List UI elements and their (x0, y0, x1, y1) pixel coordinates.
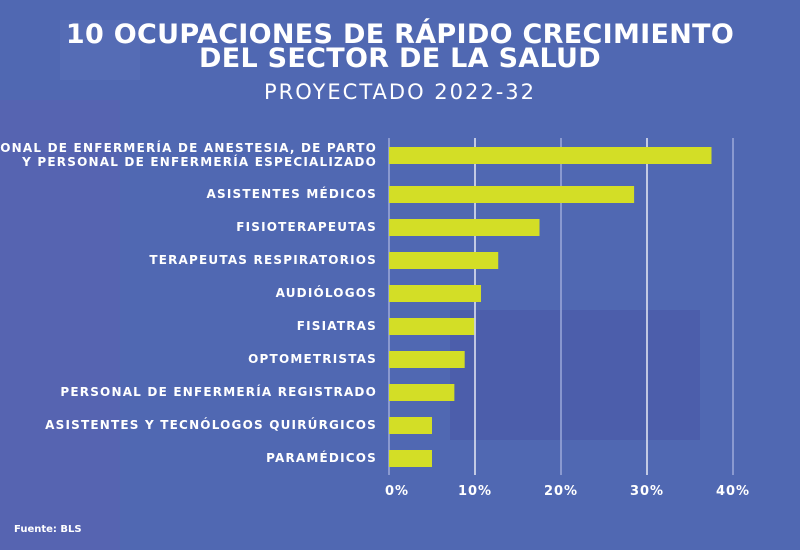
category-label: PERSONAL DE ENFERMERÍA REGISTRADO (60, 384, 377, 399)
category-label: FISIATRAS (297, 319, 377, 333)
bar (389, 351, 465, 368)
category-label: FISIOTERAPEUTAS (236, 220, 377, 234)
bar (389, 219, 540, 236)
background-panel (0, 100, 120, 550)
category-label: ASISTENTES MÉDICOS (207, 186, 377, 201)
chart-subtitle: PROYECTADO 2022-32 (263, 80, 537, 104)
x-tick-label: 40% (716, 484, 750, 499)
bar (389, 252, 499, 269)
chart-title-line2: DEL SECTOR DE LA SALUD (198, 43, 601, 74)
background-panel (60, 20, 140, 80)
category-label: OPTOMETRISTAS (248, 352, 377, 366)
bar (389, 285, 482, 302)
bar (389, 450, 432, 467)
bar (389, 384, 455, 401)
source-note: Fuente: BLS (14, 524, 82, 535)
background-panel (450, 310, 700, 440)
bar (389, 147, 712, 164)
bar (389, 186, 635, 203)
category-label: PARAMÉDICOS (266, 450, 377, 465)
category-label: Y PERSONAL DE ENFERMERÍA ESPECIALIZADO (21, 154, 377, 169)
x-tick-label: 20% (544, 484, 578, 499)
bar (389, 318, 475, 335)
category-label: PERSONAL DE ENFERMERÍA DE ANESTESIA, DE … (0, 140, 377, 155)
category-label: ASISTENTES Y TECNÓLOGOS QUIRÚRGICOS (45, 417, 377, 432)
x-tick-label: 30% (630, 484, 664, 499)
x-tick-label: 10% (458, 484, 492, 499)
x-tick-label: 0% (385, 484, 409, 499)
category-label: TERAPEUTAS RESPIRATORIOS (149, 253, 377, 267)
bar (389, 417, 432, 434)
chart-title-line1: 10 OCUPACIONES DE RÁPIDO CRECIMIENTO (65, 19, 735, 50)
category-label: AUDIÓLOGOS (276, 285, 377, 300)
